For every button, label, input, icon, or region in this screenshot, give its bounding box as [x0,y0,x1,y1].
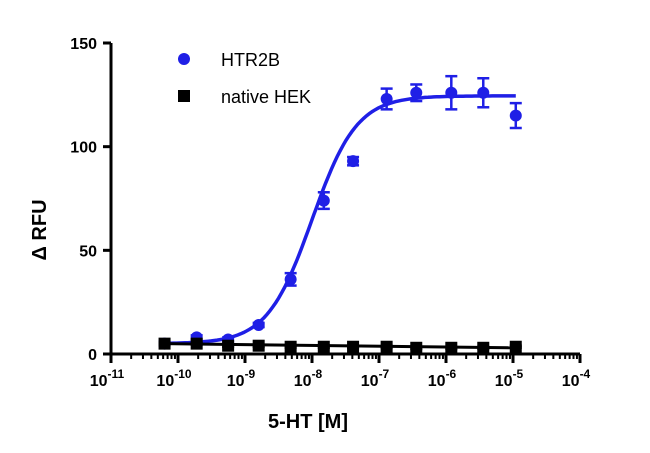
x-tick-label: 10-6 [428,367,457,390]
data-point-htr2b [284,271,297,287]
x-tick-label: 10-9 [227,367,256,390]
data-point-htr2b [380,87,393,111]
data-point-native-hek [347,340,360,353]
y-tick-label: 0 [88,347,97,364]
data-point-native-hek [380,340,393,353]
point-marker [380,92,393,105]
data-point-htr2b [509,101,522,130]
legend: HTR2B native HEK [178,50,311,107]
point-marker [509,340,522,353]
point-marker [477,86,490,99]
x-tick-label: 10-7 [361,367,390,390]
point-marker [317,340,330,353]
data-point-htr2b [347,155,360,168]
fit-curve-htr2b [164,94,516,346]
legend-item-htr2b: HTR2B [178,50,280,70]
fit-curves [164,94,516,350]
data-point-native-hek [252,339,265,352]
x-tick-label: 10-8 [294,367,323,390]
axes [109,43,580,356]
point-marker [252,339,265,352]
fit-curve-native-hek [164,342,516,350]
data-point-native-hek [222,339,235,352]
data-point-htr2b [445,74,458,111]
point-marker [158,337,171,350]
point-marker [347,340,360,353]
data-point-htr2b [317,191,330,211]
point-marker [252,318,265,331]
data-point-native-hek [445,341,458,354]
legend-marker-htr2b [178,53,190,65]
point-marker [509,109,522,122]
data-point-htr2b [252,318,265,331]
data-point-native-hek [477,341,490,354]
point-marker [477,341,490,354]
y-tick-label: 100 [70,140,97,157]
point-marker [445,86,458,99]
x-tick-label: 10-5 [495,367,524,390]
data-point-native-hek [158,337,171,350]
x-axis-ticks: 10-11 10-10 10-9 10-8 10-7 10-6 10-5 10-4 [90,354,591,390]
data-point-htr2b [477,76,490,109]
legend-item-native-hek: native HEK [178,87,311,107]
point-marker [190,337,203,350]
y-tick-label: 50 [79,243,97,260]
legend-label-native-hek: native HEK [221,87,311,107]
x-axis-title: 5-HT [M] [268,411,348,433]
point-marker [284,273,297,286]
legend-label-htr2b: HTR2B [221,50,280,70]
data-point-htr2b [410,83,423,103]
point-marker [347,155,360,168]
point-marker [445,341,458,354]
x-tick-label: 10-11 [90,367,125,390]
point-marker [284,340,297,353]
point-marker [410,341,423,354]
data-point-native-hek [284,340,297,353]
x-tick-label: 10-10 [156,367,191,390]
x-tick-label: 10-4 [562,367,591,390]
data-point-native-hek [190,337,203,350]
point-marker [222,339,235,352]
point-marker [380,340,393,353]
y-tick-label: 150 [70,36,97,53]
data-point-native-hek [317,340,330,353]
data-point-native-hek [410,341,423,354]
point-marker [410,86,423,99]
data-point-native-hek [509,340,522,353]
legend-marker-native-hek [178,90,190,102]
data-points [158,74,522,354]
y-axis-ticks: 0 50 100 150 [70,36,111,364]
point-marker [317,194,330,207]
y-axis-title: Δ RFU [29,199,51,260]
